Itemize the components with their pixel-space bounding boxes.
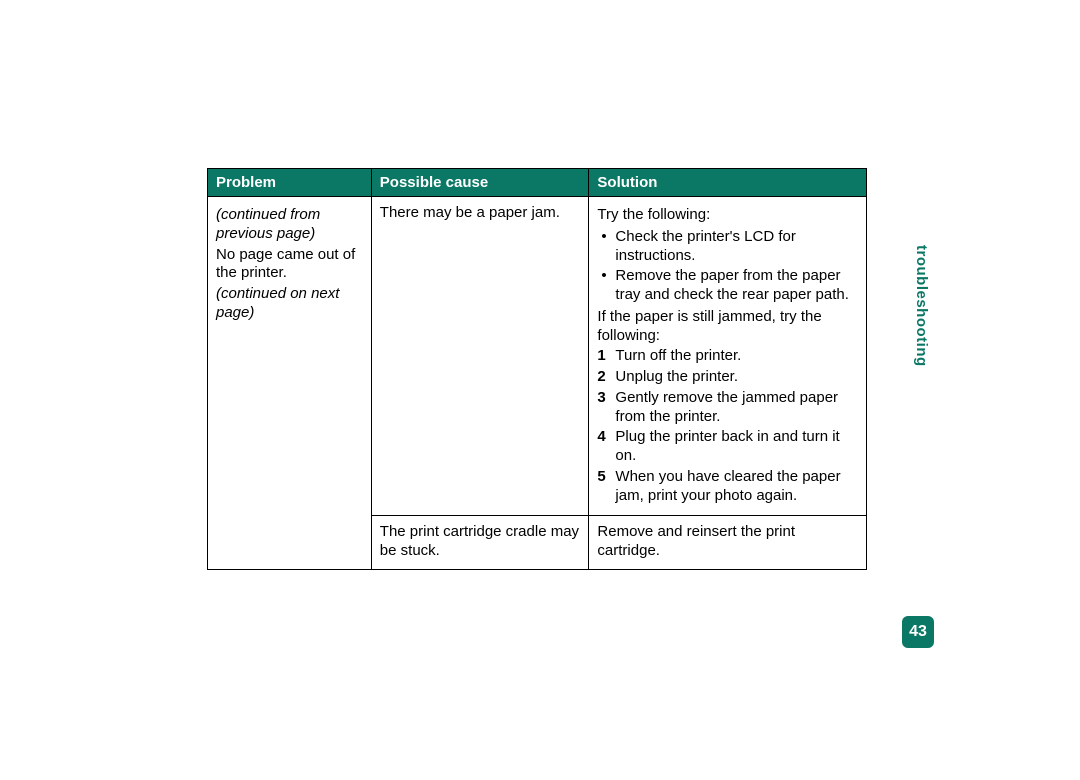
continued-from-note: (continued from previous page) (216, 206, 363, 244)
list-item: Turn off the printer. (597, 347, 858, 366)
continued-on-note: (continued on next page) (216, 285, 363, 323)
list-item: Gently remove the jammed paper from the … (597, 389, 858, 427)
solution-mid: If the paper is still jammed, try the fo… (597, 308, 858, 346)
page-number-badge: 43 (902, 616, 934, 648)
troubleshooting-table: Problem Possible cause Solution (continu… (207, 168, 867, 570)
cell-solution-1: Try the following: Check the printer's L… (589, 197, 867, 516)
list-item: When you have cleared the paper jam, pri… (597, 468, 858, 506)
troubleshooting-table-region: Problem Possible cause Solution (continu… (207, 168, 867, 570)
cell-cause-2: The print cartridge cradle may be stuck. (371, 516, 589, 570)
header-cause: Possible cause (371, 169, 589, 197)
list-item: Remove the paper from the paper tray and… (597, 267, 858, 305)
table-row: (continued from previous page) No page c… (208, 197, 867, 516)
list-item: Plug the printer back in and turn it on. (597, 428, 858, 466)
cell-problem: (continued from previous page) No page c… (208, 197, 372, 570)
header-problem: Problem (208, 169, 372, 197)
solution-intro: Try the following: (597, 206, 858, 225)
solution-bullets: Check the printer's LCD for instructions… (597, 228, 858, 305)
section-label: troubleshooting (913, 245, 930, 367)
list-item: Unplug the printer. (597, 368, 858, 387)
problem-text: No page came out of the printer. (216, 246, 363, 284)
solution-steps: Turn off the printer. Unplug the printer… (597, 347, 858, 505)
cell-solution-2: Remove and reinsert the print cartridge. (589, 516, 867, 570)
cell-cause-1: There may be a paper jam. (371, 197, 589, 516)
list-item: Check the printer's LCD for instructions… (597, 228, 858, 266)
header-solution: Solution (589, 169, 867, 197)
